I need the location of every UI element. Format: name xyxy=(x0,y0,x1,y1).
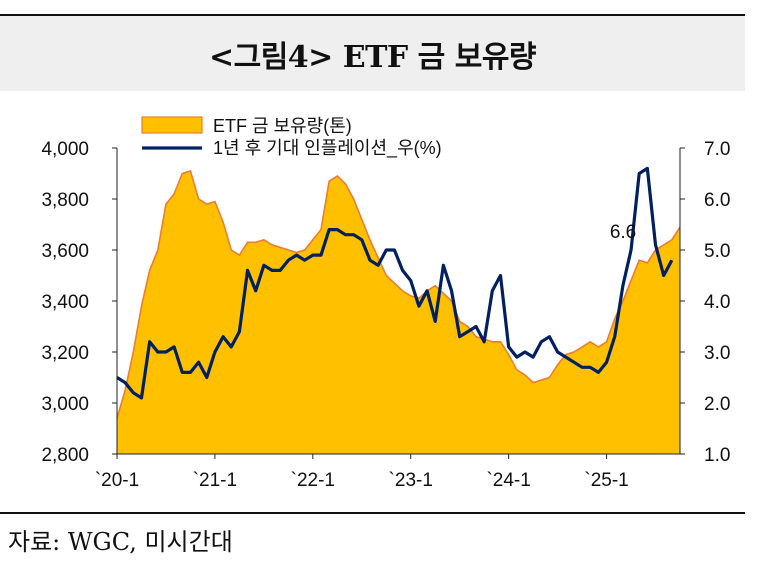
x-tick-label: `21-1 xyxy=(193,470,237,491)
chart-figure: <그림4> ETF 금 보유량 2,800 3,000 3,200 3,400 3,60… xyxy=(0,14,745,514)
left-tick-label: 3,000 xyxy=(41,394,89,415)
legend-label-line: 1년 후 기대 인플레이션_우(%) xyxy=(213,138,442,159)
x-tick-label: `24-1 xyxy=(486,470,530,491)
left-tick-label: 3,800 xyxy=(41,190,89,211)
right-tick-label: 1.0 xyxy=(704,445,730,466)
left-tick-label: 3,600 xyxy=(41,241,89,262)
x-tick-label: `25-1 xyxy=(584,470,628,491)
right-tick-label: 7.0 xyxy=(704,139,730,160)
x-tick-label: `22-1 xyxy=(291,470,335,491)
peak-annotation: 6.6 xyxy=(610,222,636,243)
right-tick-label: 2.0 xyxy=(704,394,730,415)
gold-holdings-area-edge xyxy=(116,169,681,419)
legend-swatch-area xyxy=(141,116,203,134)
left-tick-label: 3,200 xyxy=(41,343,89,364)
right-tick-label: 5.0 xyxy=(704,241,730,262)
chart-title-bar: <그림4> ETF 금 보유량 xyxy=(0,16,745,91)
right-tick-label: 3.0 xyxy=(704,343,730,364)
x-tick-label: `23-1 xyxy=(389,470,433,491)
left-tick-label: 2,800 xyxy=(41,445,89,466)
source-note: 자료: WGC, 미시간대 xyxy=(8,528,233,556)
right-tick-label: 6.0 xyxy=(704,190,730,211)
chart-plot: 2,800 3,000 3,200 3,400 3,600 3,800 4,000 1.0 2… xyxy=(41,116,730,491)
inflation-expectation-line xyxy=(116,166,674,400)
left-tick-label: 3,400 xyxy=(41,292,89,313)
chart-title: <그림4> ETF 금 보유량 xyxy=(208,39,537,75)
gold-holdings-area xyxy=(117,170,680,454)
left-tick-label: 4,000 xyxy=(41,139,89,160)
right-tick-label: 4.0 xyxy=(704,292,730,313)
x-tick-label: `20-1 xyxy=(95,470,139,491)
legend-label-area: ETF 금 보유량(톤) xyxy=(213,116,352,136)
